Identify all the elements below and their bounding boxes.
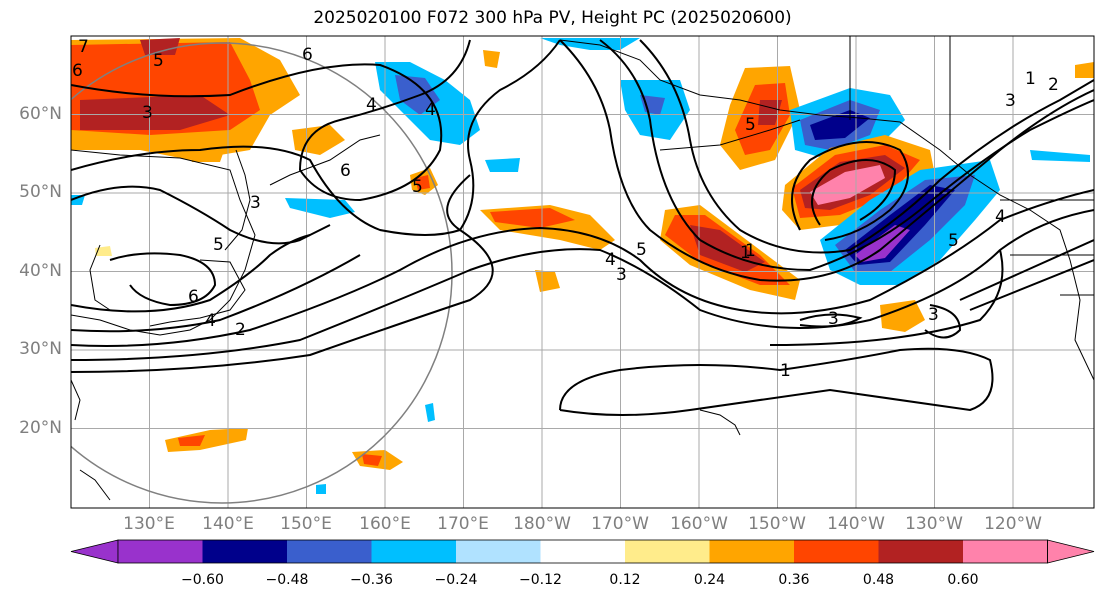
- lon-label: 130°E: [123, 514, 175, 534]
- contour-label: 1: [1025, 69, 1036, 89]
- contour-label: 3: [616, 265, 627, 285]
- colorbar-tick-label: −0.48: [265, 572, 309, 588]
- colorbar-tick-label: −0.12: [519, 572, 562, 588]
- lon-label: 140°W: [827, 514, 885, 534]
- contour-label: 3: [828, 309, 839, 329]
- contour-label: 6: [340, 161, 351, 181]
- colorbar-tick-label: 0.24: [693, 572, 726, 588]
- lon-label: 140°E: [202, 514, 254, 534]
- contour-label: 4: [995, 207, 1006, 227]
- contour-label: 4: [366, 95, 377, 115]
- contour-label: 2: [1048, 75, 1059, 95]
- lon-label: 160°E: [359, 514, 411, 534]
- contour-label: 3: [928, 305, 939, 325]
- contour-label: 2: [235, 320, 246, 340]
- lon-label: 180°W: [513, 514, 571, 534]
- contour-label: 3: [250, 193, 261, 213]
- contour-label: 4: [425, 100, 436, 120]
- radius-circle: [71, 42, 453, 504]
- contour-label: 6: [302, 45, 313, 65]
- colorbar-tick-label: −0.36: [350, 572, 393, 588]
- lon-label: 170°E: [437, 514, 489, 534]
- contour-label: 4: [605, 250, 616, 270]
- contour-label: 6: [72, 61, 83, 81]
- lon-label: 160°W: [670, 514, 728, 534]
- lon-label: 150°E: [280, 514, 332, 534]
- contour-label: 3: [1005, 91, 1016, 111]
- colorbar-tick-label: 0.12: [609, 572, 641, 588]
- colorbar-tick-label: 0.60: [947, 572, 979, 588]
- coastlines: [71, 36, 1094, 501]
- contour-label: 5: [153, 51, 164, 71]
- colorbar-tick-label: 0.36: [778, 572, 810, 588]
- pv-shading: [71, 38, 1094, 494]
- contour-label: 5: [412, 177, 423, 197]
- lon-label: 170°W: [591, 514, 649, 534]
- lon-label: 120°W: [984, 514, 1042, 534]
- colorbar-low-extension: [70, 539, 119, 564]
- contour-label: 7: [78, 37, 89, 57]
- map-title: 2025020100 F072 300 hPa PV, Height PC (2…: [313, 8, 792, 28]
- lon-label: 150°W: [748, 514, 806, 534]
- contour-label: 1: [780, 361, 791, 381]
- contour-label: 5: [636, 240, 647, 260]
- lat-label: 30°N: [19, 339, 62, 359]
- colorbar-tick-label: 0.48: [862, 572, 895, 588]
- colorbar-high-extension: [1047, 539, 1095, 564]
- colorbar-tick-label: −0.24: [434, 572, 478, 588]
- lon-label: 130°W: [905, 514, 963, 534]
- graticule: [71, 36, 1094, 508]
- contour-label: 5: [948, 231, 959, 251]
- contour-label: 1: [740, 243, 751, 263]
- contour-label: 3: [142, 103, 153, 123]
- colorbar: [70, 539, 1095, 564]
- map-frame: [70, 35, 1095, 509]
- contour-label: 6: [188, 287, 199, 307]
- height-contours: [71, 39, 1094, 416]
- contour-label: 5: [745, 115, 756, 135]
- lat-label: 50°N: [19, 182, 62, 202]
- lat-label: 60°N: [19, 104, 62, 124]
- contour-label-group: 7 6 5 3 6 4 3 5 1 4 3 5 1 6 5 5 4 6 4 2 …: [72, 37, 1059, 381]
- contour-label: 5: [213, 235, 224, 255]
- lat-label: 20°N: [19, 418, 62, 438]
- colorbar-tick-label: −0.60: [181, 572, 224, 588]
- lat-label: 40°N: [19, 261, 62, 281]
- contour-label: 1: [745, 241, 756, 261]
- contour-label: 4: [205, 311, 216, 331]
